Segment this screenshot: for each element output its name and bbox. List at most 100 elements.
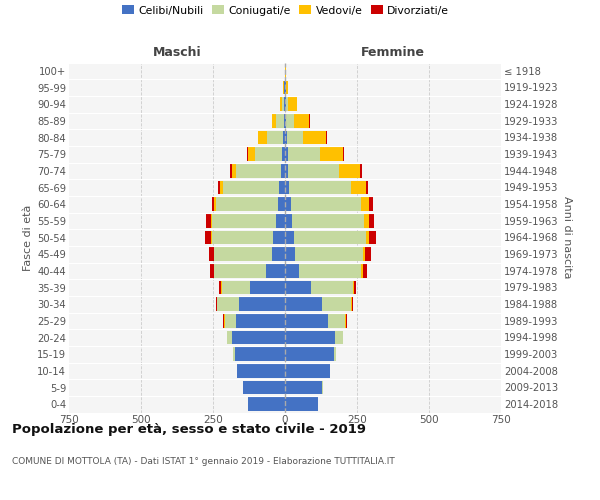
Bar [248,398,285,411]
Bar [365,180,368,194]
Y-axis label: Anni di nascita: Anni di nascita [562,196,572,278]
Bar [248,148,255,161]
Text: Popolazione per età, sesso e stato civile - 2019: Popolazione per età, sesso e stato civil… [12,422,366,436]
Bar [277,114,284,128]
Bar [212,214,277,228]
Bar [214,264,266,278]
Bar [292,214,364,228]
Bar [335,330,343,344]
Bar [221,280,250,294]
Bar [285,198,291,211]
Bar [368,198,373,211]
Bar [368,230,376,244]
Bar [282,148,285,161]
Bar [286,80,289,94]
Bar [291,198,361,211]
Bar [326,130,327,144]
Bar [281,164,285,177]
Bar [220,180,223,194]
Bar [285,148,288,161]
Bar [216,198,278,211]
Bar [223,180,279,194]
Y-axis label: Fasce di età: Fasce di età [23,204,33,270]
Bar [285,180,289,194]
Bar [285,314,328,328]
Bar [284,114,285,128]
Bar [277,214,285,228]
Bar [299,264,361,278]
Bar [216,298,217,311]
Bar [285,98,286,111]
Bar [233,348,235,361]
Bar [285,298,322,311]
Bar [288,98,297,111]
Bar [211,214,212,228]
Bar [293,114,310,128]
Bar [272,248,285,261]
Bar [311,280,353,294]
Bar [343,148,344,161]
Bar [272,114,277,128]
Bar [285,248,295,261]
Bar [322,298,351,311]
Bar [289,180,351,194]
Bar [286,98,288,111]
Bar [286,114,293,128]
Bar [267,130,283,144]
Text: COMUNE DI MOTTOLA (TA) - Dati ISTAT 1° gennaio 2019 - Elaborazione TUTTITALIA.IT: COMUNE DI MOTTOLA (TA) - Dati ISTAT 1° g… [12,458,395,466]
Bar [258,130,267,144]
Bar [219,280,221,294]
Text: Maschi: Maschi [152,46,202,59]
Bar [368,214,374,228]
Bar [289,164,339,177]
Bar [363,248,365,261]
Bar [351,180,365,194]
Bar [278,198,285,211]
Bar [293,230,365,244]
Bar [285,164,289,177]
Bar [361,164,362,177]
Bar [209,248,214,261]
Bar [365,248,371,261]
Bar [212,198,214,211]
Bar [285,380,322,394]
Bar [279,180,285,194]
Bar [334,348,336,361]
Bar [283,130,285,144]
Bar [255,148,282,161]
Bar [235,348,285,361]
Bar [232,330,285,344]
Bar [209,264,214,278]
Bar [339,164,361,177]
Legend: Celibi/Nubili, Coniugati/e, Vedovi/e, Divorziati/e: Celibi/Nubili, Coniugati/e, Vedovi/e, Di… [122,6,449,16]
Bar [224,314,236,328]
Bar [230,164,232,177]
Bar [243,380,285,394]
Bar [282,98,284,111]
Bar [285,280,311,294]
Bar [295,248,363,261]
Bar [232,164,236,177]
Bar [227,330,232,344]
Bar [285,114,286,128]
Bar [363,264,367,278]
Bar [361,198,368,211]
Bar [364,214,368,228]
Bar [303,130,326,144]
Bar [206,214,211,228]
Bar [274,230,285,244]
Bar [285,264,299,278]
Bar [238,364,285,378]
Bar [352,298,353,311]
Bar [266,264,285,278]
Bar [236,314,285,328]
Text: Femmine: Femmine [361,46,425,59]
Bar [320,148,343,161]
Bar [280,98,282,111]
Bar [285,214,292,228]
Bar [214,198,216,211]
Bar [205,230,211,244]
Bar [285,348,334,361]
Bar [285,230,293,244]
Bar [288,148,320,161]
